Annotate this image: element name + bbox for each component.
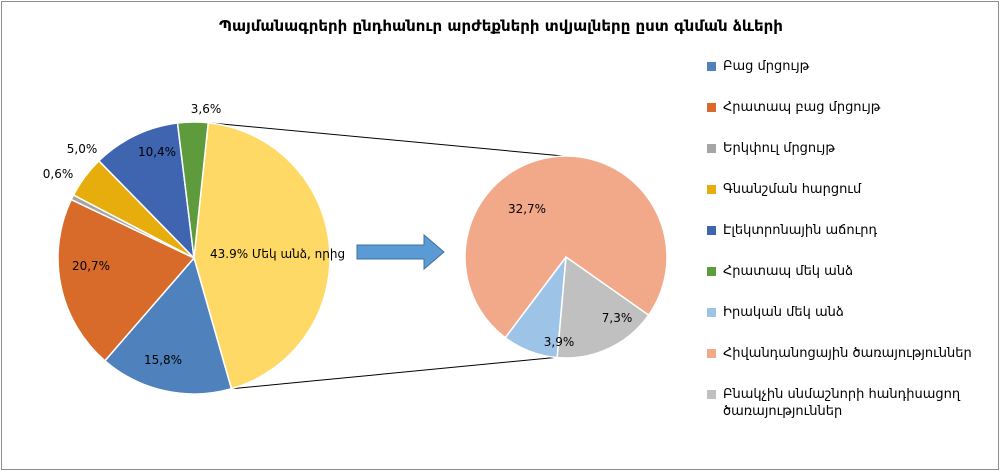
legend-label: Իրական մեկ անձ (723, 305, 844, 320)
legend-label: Հրատապ մեկ անձ (723, 264, 853, 279)
legend-swatch (707, 144, 716, 153)
main-slice-0 (103, 256, 233, 395)
main-slice-label-2: 0,6% (43, 167, 74, 181)
main-slice-label-5: 3,6% (191, 102, 222, 116)
main-slice-4 (97, 122, 196, 261)
main-slice-label-other: 43.9% Մեկ անձ, որից (210, 247, 345, 261)
legend-swatch (707, 62, 716, 71)
secondary-slice-label-2: 7,3% (602, 311, 633, 325)
legend-swatch (707, 185, 716, 194)
connector-lines (208, 122, 575, 390)
slice-mek-andz (193, 121, 331, 390)
data-labels: 15,8% 20,7% 0,6% 5,0% 10,4% 3,6% 43.9% Մեկ անձ… (43, 102, 633, 367)
connector-line-top (208, 122, 575, 158)
main-slice-label-4: 10,4% (138, 145, 176, 159)
main-pie (57, 121, 331, 395)
legend-label: Էլեկտրոնային աճուրդ (723, 223, 878, 238)
secondary-slice-label-1: 32,7% (508, 202, 546, 216)
chart-title: Պայմանագրերի ընդհանուր արժեքների տվյալնե… (219, 17, 783, 35)
legend-swatch (707, 267, 716, 276)
legend-swatch (707, 308, 716, 317)
legend-swatch (707, 349, 716, 358)
main-slice-label-3: 5,0% (67, 142, 98, 156)
main-slice-label-1: 20,7% (72, 259, 110, 273)
arrow-shape (356, 233, 445, 271)
secondary-pie (464, 155, 668, 359)
legend-swatch (707, 103, 716, 112)
legend-swatch (707, 390, 716, 399)
legend-label: Հիվանդանոցային ծառայություններ (723, 346, 972, 361)
legend-label: Երկփուլ մրցույթ (723, 141, 835, 156)
secondary-slice-2 (556, 255, 650, 359)
secondary-slice-label-0: 3,9% (544, 335, 575, 349)
arrow-icon (356, 233, 445, 271)
main-slice-5 (176, 121, 210, 259)
connector-line-bottom (231, 356, 561, 390)
legend-label: Հրատապ բաց մրցույթ (723, 100, 881, 115)
legend-label: Բնակչին սնմաշնորի հանդիսացող ծառայությու… (723, 387, 961, 419)
legend-label: Գնանշման հարցում (723, 182, 862, 197)
legend-label: Բաց մրցույթ (723, 59, 810, 74)
main-slice-label-0: 15,8% (144, 353, 182, 367)
main-slice-1 (57, 198, 196, 362)
legend-swatch (707, 226, 716, 235)
